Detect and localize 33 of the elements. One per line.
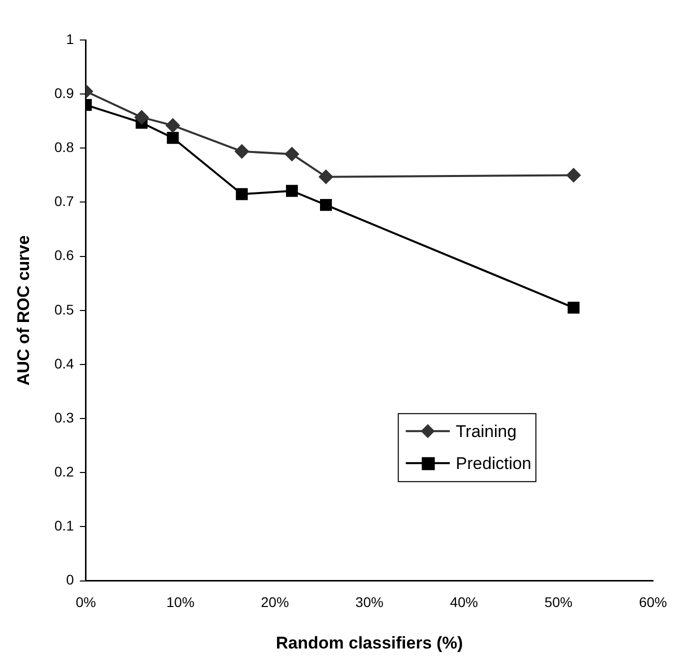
- y-tick-label: 0.3: [54, 409, 74, 426]
- x-tick-label: 60%: [638, 594, 668, 610]
- x-tick-label: 20%: [260, 594, 289, 610]
- y-tick-label: 0.2: [54, 464, 74, 480]
- point: [318, 170, 333, 184]
- point: [286, 184, 298, 197]
- point: [134, 110, 149, 124]
- y-tick-label: 0.8: [54, 139, 74, 156]
- legend-label: Prediction: [456, 454, 532, 473]
- x-tick-label: 10%: [166, 594, 194, 610]
- point: [566, 168, 581, 182]
- y-tick-label: 0.1: [54, 518, 74, 534]
- point: [236, 188, 248, 200]
- x-tick-label: 40%: [450, 594, 478, 610]
- y-axis-title: AUC of ROC curve: [14, 235, 33, 386]
- point: [568, 302, 580, 314]
- y-tick-label: 0.6: [54, 247, 74, 264]
- x-tick-label: 0%: [76, 594, 96, 610]
- x-axis-title: Random classifiers (%): [276, 633, 463, 652]
- point: [234, 144, 249, 158]
- point: [166, 132, 179, 144]
- y-tick-label: 0.7: [54, 193, 74, 210]
- y-tick-label: 0.9: [54, 84, 74, 101]
- legend-label: Training: [456, 422, 517, 441]
- point: [166, 118, 180, 132]
- x-tick-label: 30%: [355, 594, 384, 610]
- y-tick-label: 0.4: [54, 355, 74, 372]
- y-tick-label: 1: [66, 30, 74, 47]
- y-tick-label: 0.5: [54, 301, 74, 318]
- y-tick-label: 0: [66, 572, 74, 588]
- point: [320, 198, 332, 211]
- x-tick-label: 50%: [544, 594, 572, 610]
- point: [284, 147, 299, 162]
